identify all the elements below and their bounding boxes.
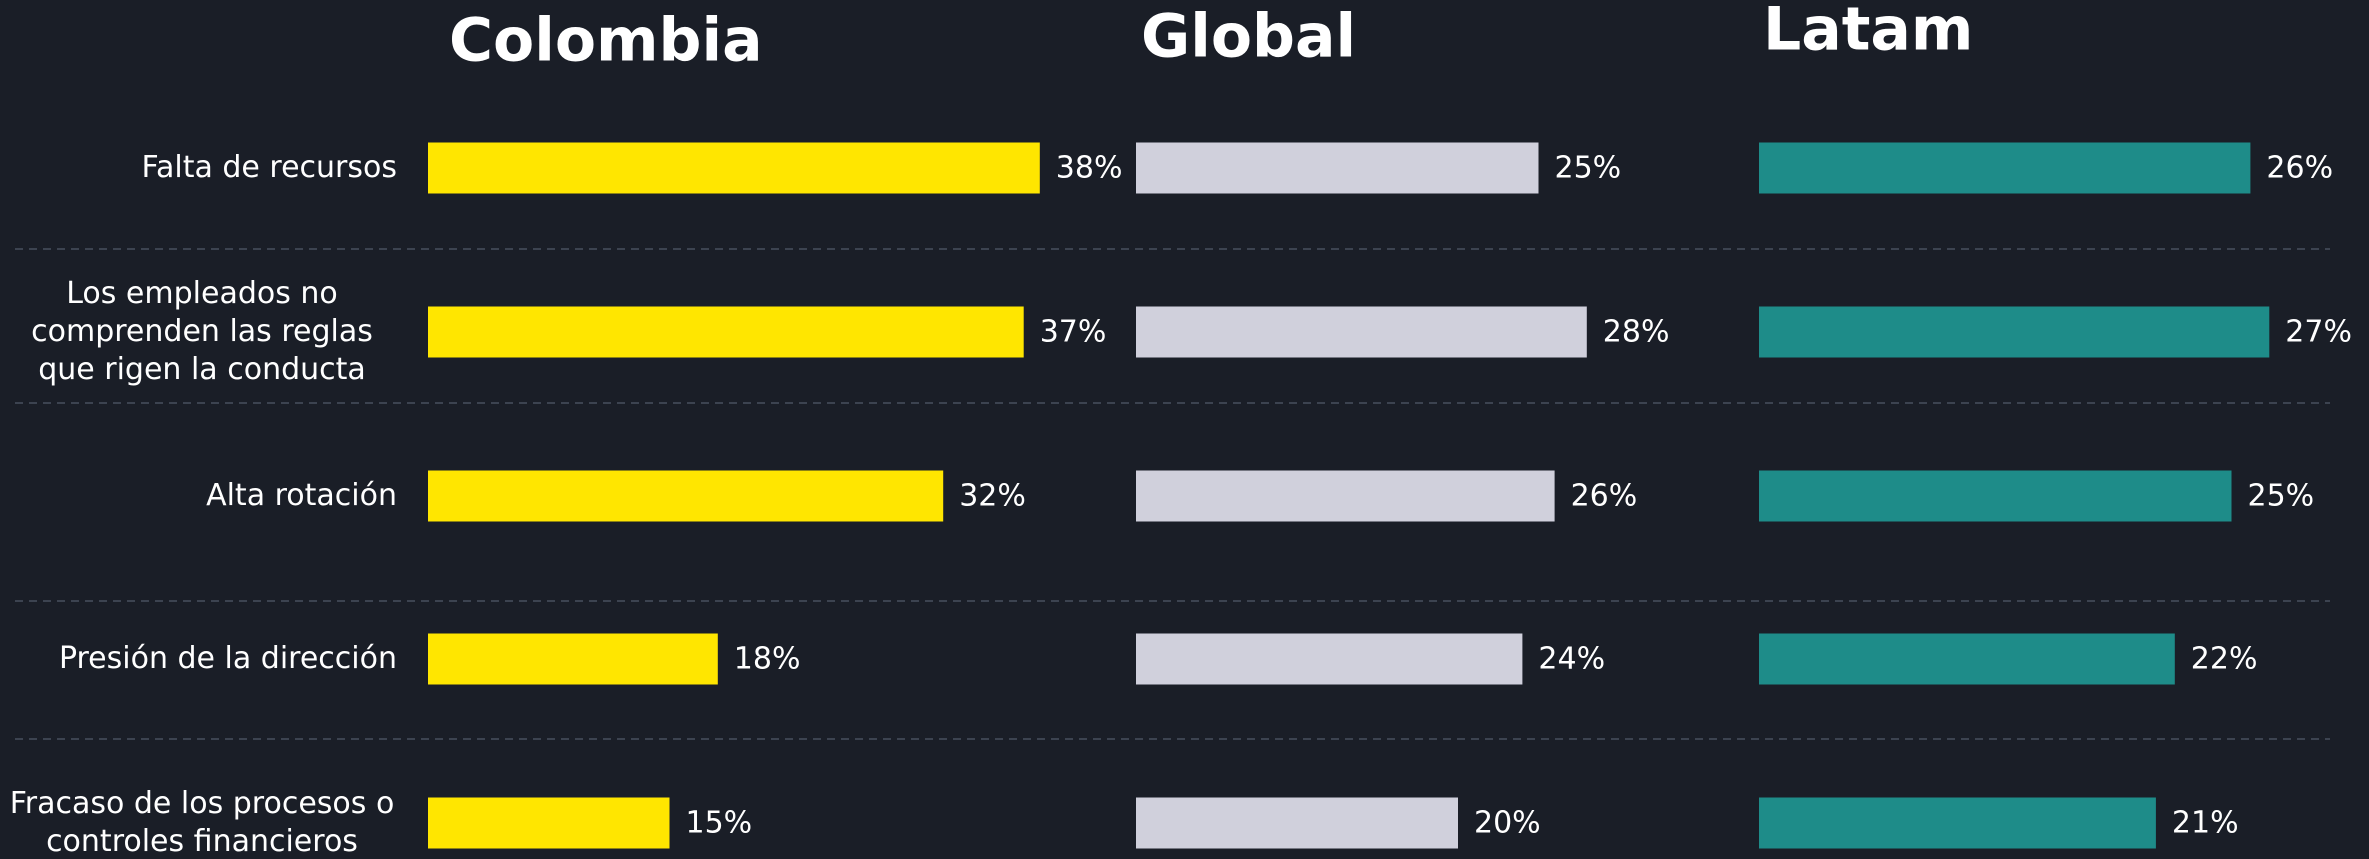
bar bbox=[428, 306, 1024, 358]
value-label: 32% bbox=[959, 479, 1026, 514]
value-label: 38% bbox=[1056, 151, 1123, 186]
bar bbox=[1136, 470, 1555, 522]
value-label: 24% bbox=[1538, 642, 1605, 677]
value-label: 18% bbox=[734, 642, 801, 677]
bar bbox=[1136, 797, 1458, 849]
value-label: 25% bbox=[2248, 479, 2315, 514]
bar bbox=[1759, 633, 2175, 685]
category-label: Los empleados no comprenden las reglas q… bbox=[31, 276, 373, 387]
value-label: 20% bbox=[1474, 806, 1541, 841]
value-label: 21% bbox=[2172, 806, 2239, 841]
bar bbox=[428, 797, 670, 849]
bar bbox=[1136, 306, 1587, 358]
bar bbox=[1759, 797, 2156, 849]
bar bbox=[428, 633, 718, 685]
category-label: Presión de la dirección bbox=[58, 641, 397, 676]
category-label: Fracaso de los procesos o controles fina… bbox=[9, 786, 395, 859]
bar bbox=[1759, 142, 2251, 194]
value-label: 37% bbox=[1040, 315, 1107, 350]
bar bbox=[1759, 470, 2232, 522]
value-label: 27% bbox=[2285, 315, 2352, 350]
bar bbox=[428, 470, 944, 522]
panel-title: Global bbox=[1141, 2, 1356, 72]
panel-title: Latam bbox=[1763, 0, 1973, 65]
category-label: Falta de recursos bbox=[141, 150, 397, 185]
value-label: 28% bbox=[1603, 315, 1670, 350]
bar bbox=[1759, 306, 2270, 358]
bar bbox=[1136, 633, 1523, 685]
value-label: 26% bbox=[1571, 479, 1638, 514]
value-label: 26% bbox=[2266, 151, 2333, 186]
value-label: 25% bbox=[1555, 151, 1622, 186]
value-label: 22% bbox=[2191, 642, 2258, 677]
value-label: 15% bbox=[686, 806, 753, 841]
panel-title: Colombia bbox=[449, 6, 763, 76]
bar bbox=[1136, 142, 1539, 194]
category-label: Alta rotación bbox=[206, 478, 397, 513]
bar bbox=[428, 142, 1040, 194]
